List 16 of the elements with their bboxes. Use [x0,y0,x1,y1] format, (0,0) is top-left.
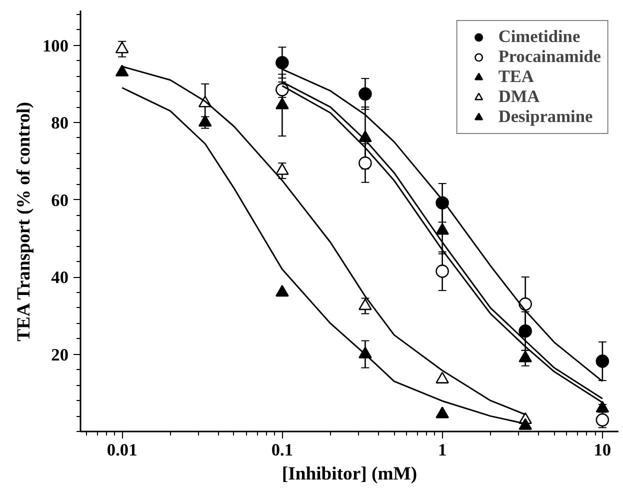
legend-label: Procainamide [498,47,601,67]
x-tick-label: 0.01 [106,440,138,460]
legend-label: TEA [498,67,534,87]
legend-label: Desipramine [498,107,593,127]
legend-label: DMA [498,87,540,107]
y-tick-label: 20 [51,345,68,364]
x-axis-title: [Inhibitor] (mM) [282,464,418,484]
y-axis-title: TEA Transport (% of control) [14,102,35,342]
y-tick-label: 60 [51,190,68,210]
y-tick-label: 80 [51,114,68,133]
y-tick-label: 40 [51,268,68,288]
x-tick-label: 1 [438,440,447,460]
y-tick-label: 100 [42,36,69,56]
x-tick-label: 10 [594,440,612,460]
x-tick-label: 0.1 [271,440,294,460]
legend-label: Cimetidine [498,27,580,47]
